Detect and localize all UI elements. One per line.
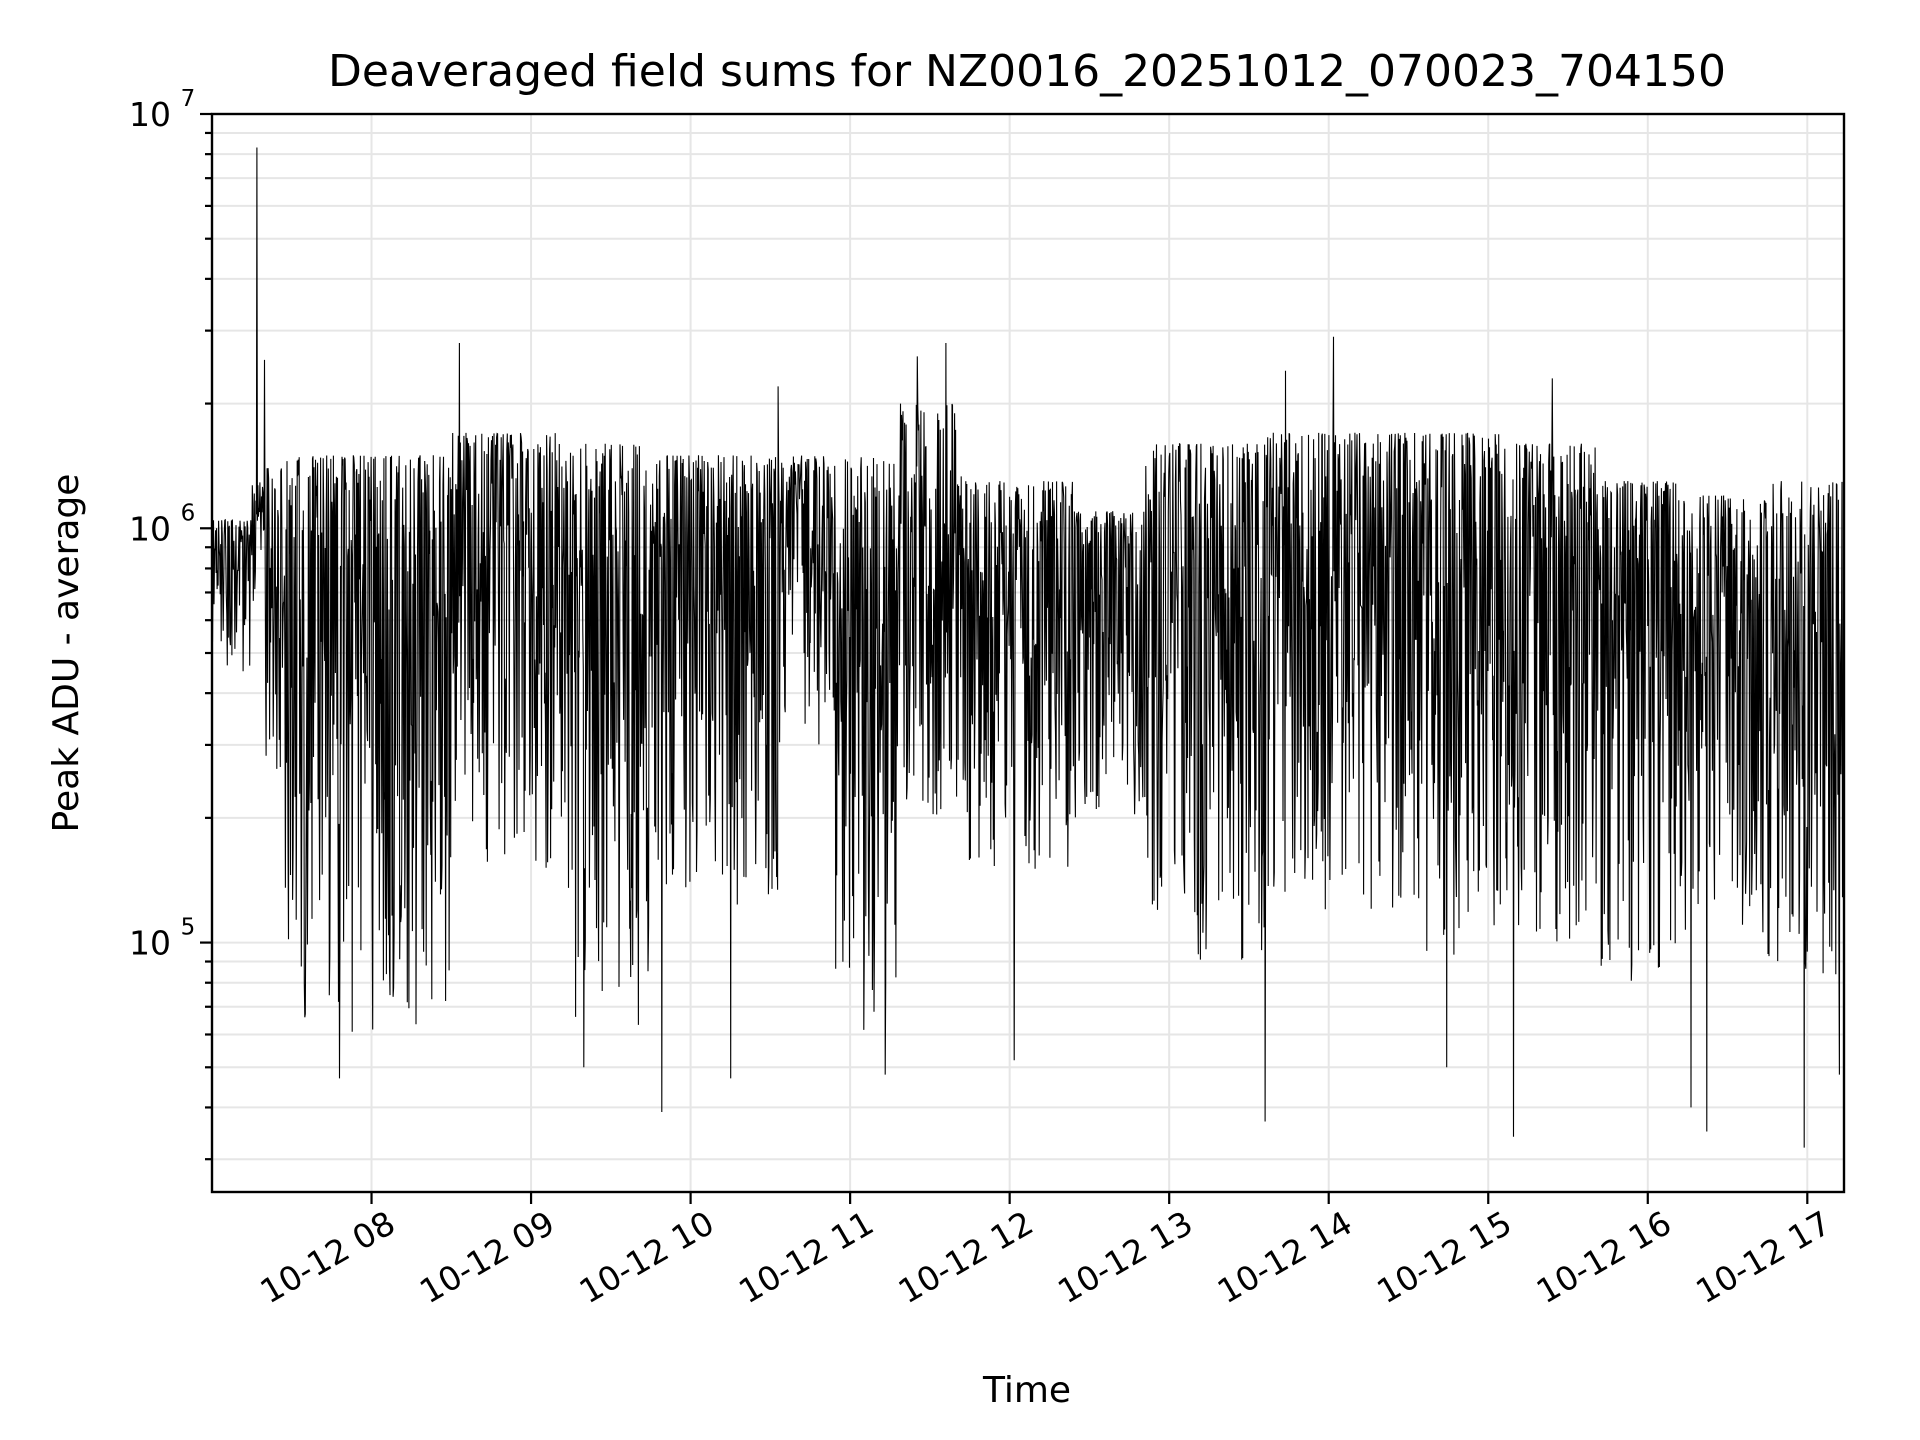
chart-title: Deaveraged field sums for NZ0016_2025101… [328,46,1726,97]
y-tick-label: 10 [129,924,171,963]
x-axis-label: Time [982,1370,1071,1411]
series-line-path [211,147,1845,1148]
y-tick-label: 10 [129,509,171,548]
y-tick-exponent: 7 [181,86,196,112]
y-tick-exponent: 6 [181,500,196,526]
y-axis-label: Peak ADU - average [46,474,87,833]
y-tick-exponent: 5 [181,915,196,941]
line-series-field-sums [211,147,1845,1148]
y-tick-label: 10 [129,95,171,134]
y-axis: 10 5 10 6 10 7 [129,86,212,1161]
